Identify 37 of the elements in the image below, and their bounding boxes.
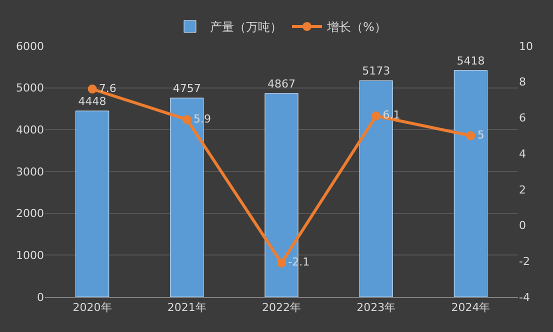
data-label: 5418 — [456, 54, 485, 68]
y-tick-label: 6000 — [16, 40, 44, 53]
data-label: 5 — [477, 128, 484, 142]
x-tick-label: 2024年 — [451, 301, 490, 314]
point — [182, 115, 192, 124]
x-tick-label: 2023年 — [356, 301, 396, 314]
x-tick-label: 2021年 — [167, 301, 206, 314]
y2-tick-label: 8 — [519, 76, 526, 89]
y2-tick-label: 2 — [519, 183, 526, 196]
y2-tick-label: 10 — [519, 40, 533, 53]
y-tick-label: 3000 — [16, 165, 44, 178]
data-label: 4867 — [268, 77, 296, 90]
point — [88, 84, 97, 94]
y2-tick-label: 4 — [519, 147, 526, 160]
data-label: 4448 — [78, 94, 106, 108]
data-label: 7.6 — [98, 82, 116, 95]
data-label: 6.1 — [382, 108, 400, 122]
bar — [75, 110, 110, 297]
y2-tick-label: -2 — [519, 254, 530, 268]
bar — [454, 70, 488, 297]
y-tick-label: 0 — [37, 290, 44, 304]
data-label: 4757 — [172, 82, 201, 95]
y-tick-label: 5000 — [16, 82, 44, 95]
point — [372, 111, 381, 120]
y2-tick-label: -4 — [519, 290, 530, 304]
point — [466, 131, 476, 140]
x-tick-label: 2022年 — [262, 301, 301, 314]
y-tick-label: 1000 — [16, 249, 44, 262]
legend-label: 增长（%） — [326, 20, 386, 34]
y-tick-label: 4000 — [16, 124, 44, 137]
point — [277, 258, 286, 268]
y2-tick-label: 0 — [519, 219, 526, 232]
data-label: 5173 — [362, 64, 390, 78]
y2-tick-label: 6 — [519, 112, 526, 125]
x-tick-label: 2020年 — [72, 301, 112, 314]
y-tick-label: 2000 — [16, 207, 44, 220]
legend-label: 产量（万吨） — [210, 20, 282, 34]
